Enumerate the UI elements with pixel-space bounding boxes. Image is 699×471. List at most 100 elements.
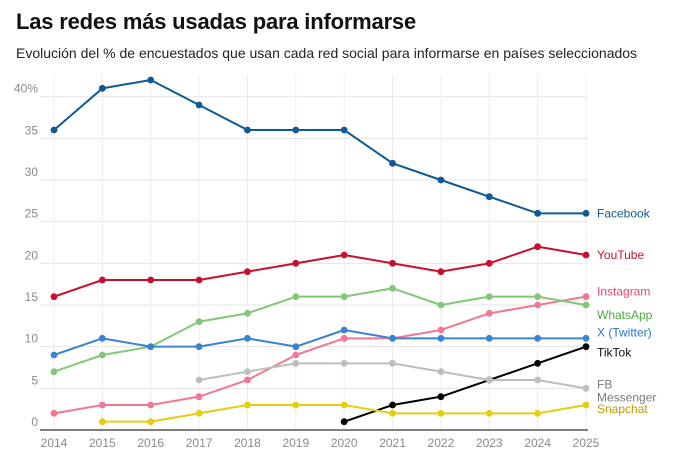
end-label-line: YouTube — [597, 248, 644, 262]
data-point-instagram — [98, 401, 106, 409]
data-point-youtube — [485, 259, 493, 267]
data-point-whatsapp — [244, 309, 251, 317]
data-point-tiktok — [534, 359, 542, 367]
data-point-facebook — [147, 76, 155, 84]
series-lines — [50, 76, 590, 426]
data-point-youtube — [389, 259, 396, 267]
data-point-whatsapp — [389, 284, 396, 292]
data-point-youtube — [244, 268, 251, 276]
data-point-snapchat — [340, 401, 348, 409]
end-label-instagram: Instagram — [597, 285, 650, 299]
data-point-facebook — [485, 193, 493, 201]
data-point-whatsapp — [50, 368, 58, 376]
data-point-facebook — [582, 209, 590, 217]
data-point-youtube — [534, 243, 542, 251]
series-line-instagram — [53, 295, 587, 415]
data-point-instagram — [50, 409, 58, 417]
data-point-whatsapp — [340, 293, 348, 301]
data-point-instagram — [485, 309, 493, 317]
data-point-x-twitter — [292, 343, 300, 351]
y-tick-label: 10 — [25, 332, 39, 346]
data-point-youtube — [437, 268, 445, 276]
end-label-x-twitter: X (Twitter) — [597, 325, 652, 339]
series-line-whatsapp — [53, 287, 587, 373]
data-point-x-twitter — [389, 334, 396, 342]
data-point-snapchat — [147, 418, 155, 426]
data-point-x-twitter — [485, 334, 493, 342]
data-point-x-twitter — [582, 334, 590, 342]
chart-subtitle: Evolución del % de encuestados que usan … — [16, 45, 638, 61]
series-snapchat — [98, 401, 590, 426]
series-whatsapp — [50, 284, 590, 376]
data-point-tiktok — [582, 343, 590, 351]
end-label-snapchat: Snapchat — [597, 402, 648, 416]
data-point-snapchat — [485, 409, 493, 417]
data-point-fb-messenger — [292, 359, 300, 367]
y-tick-label: 40% — [14, 82, 38, 96]
data-point-fb-messenger — [437, 368, 445, 376]
data-point-whatsapp — [534, 293, 542, 301]
series-line-tiktok — [343, 345, 587, 423]
series-youtube — [50, 243, 590, 301]
chart-title: Las redes más usadas para informarse — [16, 9, 417, 34]
data-point-facebook — [195, 101, 203, 109]
data-point-whatsapp — [485, 293, 493, 301]
data-point-instagram — [244, 376, 251, 384]
end-label-line: Snapchat — [597, 402, 648, 416]
data-point-x-twitter — [50, 351, 58, 359]
data-point-facebook — [98, 84, 106, 92]
data-point-x-twitter — [437, 334, 445, 342]
y-tick-label: 0 — [31, 415, 38, 429]
data-point-instagram — [437, 326, 445, 334]
data-point-whatsapp — [195, 318, 203, 326]
data-point-snapchat — [389, 409, 396, 417]
data-point-youtube — [147, 276, 155, 284]
data-point-fb-messenger — [389, 359, 396, 367]
data-point-whatsapp — [582, 301, 590, 309]
data-point-whatsapp — [437, 301, 445, 309]
data-point-facebook — [389, 159, 396, 167]
end-label-line: Messenger — [597, 390, 656, 404]
end-label-line: Facebook — [597, 206, 651, 220]
x-tick-label: 2025 — [573, 436, 600, 450]
y-tick-label: 25 — [25, 207, 39, 221]
data-point-instagram — [582, 293, 590, 301]
data-point-youtube — [292, 259, 300, 267]
data-point-youtube — [582, 251, 590, 259]
data-point-snapchat — [98, 418, 106, 426]
data-point-fb-messenger — [485, 376, 493, 384]
data-point-snapchat — [292, 401, 300, 409]
data-point-tiktok — [340, 418, 348, 426]
end-label-line: FB — [597, 377, 612, 391]
data-point-facebook — [292, 126, 300, 134]
data-point-snapchat — [195, 409, 203, 417]
end-label-whatsapp: WhatsApp — [597, 308, 653, 322]
data-point-youtube — [195, 276, 203, 284]
data-point-instagram — [534, 301, 542, 309]
x-tick-label: 2014 — [41, 436, 68, 450]
series-line-facebook — [53, 79, 586, 215]
data-point-fb-messenger — [582, 384, 590, 392]
data-point-instagram — [195, 393, 203, 401]
y-tick-label: 30 — [25, 165, 39, 179]
end-label-youtube: YouTube — [597, 248, 644, 262]
series-x-twitter — [50, 326, 590, 359]
data-point-x-twitter — [147, 343, 155, 351]
y-tick-label: 15 — [25, 290, 39, 304]
series-fb-messenger — [195, 359, 590, 392]
data-point-x-twitter — [195, 343, 203, 351]
data-point-fb-messenger — [244, 368, 251, 376]
data-point-snapchat — [582, 401, 590, 409]
data-point-x-twitter — [340, 326, 348, 334]
data-point-fb-messenger — [340, 359, 348, 367]
data-point-whatsapp — [98, 351, 106, 359]
data-point-fb-messenger — [534, 376, 542, 384]
x-tick-label: 2019 — [282, 436, 309, 450]
data-point-facebook — [244, 126, 251, 134]
series-end-labels: Facebook YouTube Instagram WhatsApp X (Twitt… — [597, 206, 656, 416]
data-point-instagram — [292, 351, 300, 359]
end-label-line: X (Twitter) — [597, 325, 652, 339]
data-point-youtube — [50, 293, 58, 301]
